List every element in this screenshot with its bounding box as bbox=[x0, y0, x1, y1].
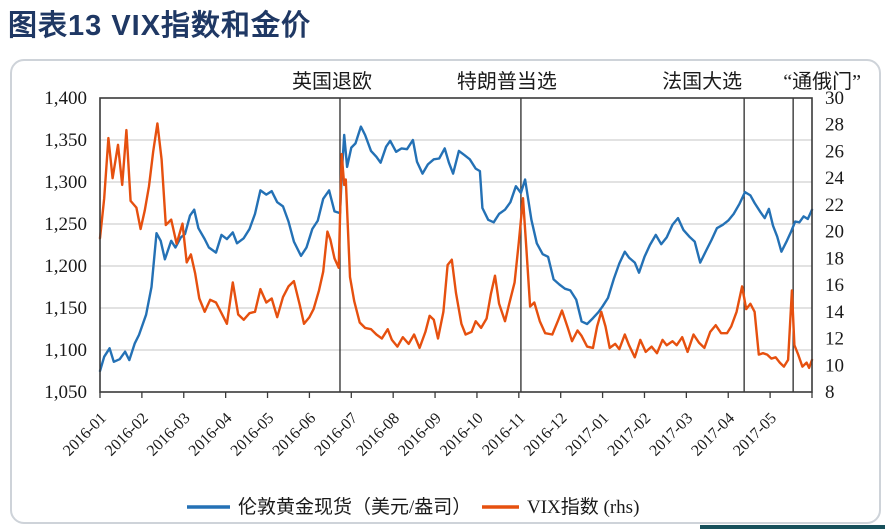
event-annotation: “通俄门” bbox=[783, 70, 861, 93]
page-title: 图表13 VIX指数和金价 bbox=[8, 10, 312, 42]
right-axis-tick: 30 bbox=[825, 88, 844, 109]
right-axis-tick: 14 bbox=[825, 302, 845, 323]
x-axis-tick: 2016-08 bbox=[353, 410, 403, 460]
right-axis-tick: 16 bbox=[825, 275, 844, 296]
chart-card: 1,400 1,350 1,300 1,250 1,200 1,150 1,100 1,050… bbox=[10, 59, 881, 524]
x-axis-tick: 2016-11 bbox=[479, 410, 528, 459]
right-axis-tick: 10 bbox=[825, 355, 844, 376]
right-axis-tick: 18 bbox=[825, 248, 844, 269]
x-axis-tick: 2016-09 bbox=[395, 410, 445, 460]
right-axis-tick: 22 bbox=[825, 195, 844, 216]
left-axis-tick: 1,300 bbox=[44, 172, 87, 193]
left-axis-tick: 1,100 bbox=[44, 340, 87, 361]
vix-line bbox=[98, 122, 814, 370]
event-annotation: 特朗普当选 bbox=[457, 70, 557, 93]
gold-price-line bbox=[98, 125, 814, 373]
left-axis-tick: 1,150 bbox=[44, 298, 87, 319]
event-annotation: 英国退欧 bbox=[292, 70, 372, 93]
right-axis-tick: 20 bbox=[825, 222, 844, 243]
x-axis-tick: 2017-01 bbox=[563, 410, 613, 460]
plot-border bbox=[99, 97, 813, 393]
x-axis-tick: 2016-05 bbox=[228, 410, 278, 460]
x-axis-tick: 2017-04 bbox=[688, 410, 738, 460]
x-axis-tick: 2016-10 bbox=[437, 410, 487, 460]
left-axis-tick: 1,200 bbox=[44, 256, 87, 277]
x-axis-tick: 2016-04 bbox=[186, 410, 236, 460]
footer-accent-bar bbox=[700, 525, 885, 529]
legend-label: VIX指数 (rhs) bbox=[527, 496, 639, 518]
left-axis-tick: 1,350 bbox=[44, 130, 87, 151]
event-annotation: 法国大选 bbox=[662, 70, 742, 93]
x-axis-tick: 2017-03 bbox=[646, 410, 696, 460]
right-axis-tick: 8 bbox=[825, 382, 835, 403]
x-axis-tick: 2016-12 bbox=[521, 410, 571, 460]
x-axis-tick: 2016-02 bbox=[102, 410, 152, 460]
right-axis-tick: 12 bbox=[825, 329, 844, 350]
right-axis-tick: 28 bbox=[825, 115, 844, 136]
x-axis-tick: 2016-06 bbox=[270, 410, 320, 460]
chart: 1,400 1,350 1,300 1,250 1,200 1,150 1,100 1,050… bbox=[44, 70, 861, 518]
x-axis-tick: 2017-05 bbox=[730, 410, 780, 460]
x-axis-tick: 2016-01 bbox=[60, 410, 110, 460]
x-axis-tick: 2016-03 bbox=[144, 410, 194, 460]
right-axis-tick: 24 bbox=[825, 168, 845, 189]
left-axis-tick: 1,400 bbox=[44, 88, 87, 109]
right-axis-tick: 26 bbox=[825, 141, 844, 162]
left-axis-tick: 1,050 bbox=[44, 382, 87, 403]
left-axis-tick: 1,250 bbox=[44, 214, 87, 235]
legend-label: 伦敦黄金现货（美元/盎司） bbox=[238, 496, 471, 518]
x-axis-tick: 2017-02 bbox=[605, 410, 655, 460]
x-axis-tick: 2016-07 bbox=[311, 410, 361, 460]
